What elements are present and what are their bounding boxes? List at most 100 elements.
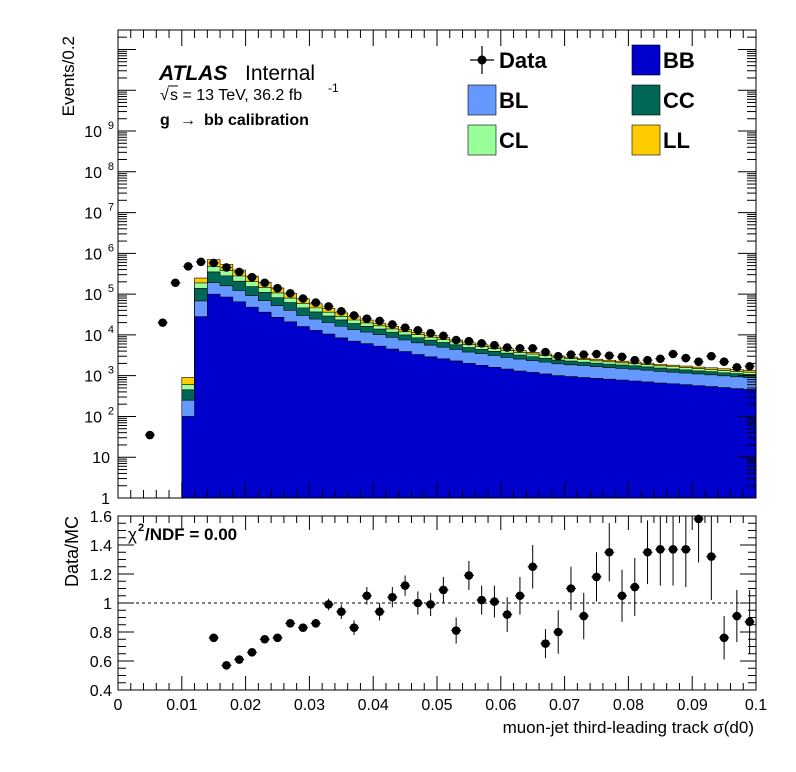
y-tick-label: 10 [84,369,102,386]
ratio-point [349,620,360,635]
ratio-point [425,592,436,617]
bottom-y-ticks [118,515,756,691]
legend-item-bb: BB [631,44,695,76]
ratio-point [693,514,704,563]
x-tick-label: 0.05 [421,697,452,714]
ratio-point [617,569,628,622]
data-point [451,335,462,345]
y-tick-label: 10 [84,328,102,345]
bottom-y-tick-labels: 0.4 0.6 0.8 1 1.2 1.4 1.6 [90,509,112,700]
ratio-point [719,616,730,660]
y-tick-label: 10 [92,450,110,467]
ratio-point [514,576,525,615]
ratio-point [310,618,321,628]
x-tick-label: 0.1 [745,697,767,714]
y-tick-exponent: 8 [108,161,114,173]
x-tick-label: 0.02 [230,697,261,714]
data-point [400,323,411,333]
ratio-point [578,592,589,640]
ratio-point [731,589,742,643]
bottom-x-tick-labels: 0 0.01 0.02 0.03 0.04 0.05 0.06 0.07 0.08 0.09 0.1 [114,697,768,714]
top-y-tick-labels: 1 10 10 2 10 3 10 4 10 5 10 6 10 7 10 8 10 9 [84,120,114,508]
legend-label: BL [499,88,528,113]
y-tick-label: 1 [101,491,110,508]
data-point [221,263,232,272]
atlas-label: ATLAS Internal [158,62,315,85]
data-point [234,267,245,277]
bottom-panel: 0.4 0.6 0.8 1 1.2 1.4 1.6 0 0.01 0.02 0.03 0.04 0.0… [62,509,767,737]
x-tick-label: 0.09 [677,697,708,714]
data-point [374,316,385,326]
data-point [349,311,360,320]
data-point [425,328,436,338]
data-point [272,283,283,293]
data-point [195,257,206,267]
ratio-point [451,617,462,644]
data-point [361,314,372,323]
y-tick-label: 0.4 [90,683,112,700]
data-point [693,357,704,367]
internal-text: Internal [245,62,315,85]
data-point [527,343,538,353]
ratio-point [629,558,640,617]
legend-swatch [631,44,661,76]
data-point [604,351,615,360]
data-point [731,363,742,372]
data-point [438,331,449,341]
legend-item-data: Data [470,46,547,74]
chi2-chi: χ [128,525,137,544]
top-y-axis-label: Events/0.2 [59,36,78,116]
legend-label: Data [499,48,547,73]
ratio-point [655,516,666,586]
legend-swatch [631,124,661,156]
y-tick-label: 10 [84,409,102,426]
data-points [144,257,755,440]
data-point [285,288,296,298]
x-tick-label: 0.03 [294,697,325,714]
data-point [259,278,270,288]
legend-marker [477,55,487,65]
channel-arrow: → [180,112,196,129]
y-tick-label: 10 [84,124,102,141]
chi2-rest: /NDF = 0.00 [145,525,237,544]
y-tick-exponent: 2 [108,405,114,417]
data-point [144,430,155,440]
y-tick-exponent: 9 [108,120,114,132]
stacked-histogram [181,259,757,499]
ratio-point [208,633,219,643]
ratio-point [272,633,283,643]
ratio-point [259,634,270,644]
ratio-point [336,604,347,619]
ratio-point [502,597,513,632]
channel-label: g → bb calibration [160,112,309,129]
bottom-y-axis-label: Data/MC [62,516,82,587]
x-tick-label: 0 [114,697,123,714]
channel-rest: bb calibration [204,112,309,129]
ratio-point [476,585,487,615]
data-point [565,350,576,359]
ratio-point [438,576,449,603]
data-point [310,298,321,307]
ratio-point [298,623,309,632]
ratio-point [374,603,385,621]
ratio-point [285,619,296,628]
chi2-sup: 2 [138,522,144,534]
ratio-point [744,589,755,654]
data-point [591,349,602,359]
ratio-point [604,523,615,582]
legend-swatch [467,124,497,156]
energy-exponent: -1 [328,81,339,95]
x-tick-label: 0.01 [166,697,197,714]
channel-g: g [160,112,170,129]
ratio-point [591,552,602,602]
ratio-point [668,516,679,586]
x-tick-label: 0.04 [358,697,389,714]
data-point [540,347,551,357]
bottom-x-ticks [117,516,757,690]
data-point [655,354,666,364]
data-point [157,318,168,327]
ratio-point [680,516,691,588]
legend-label: CL [499,128,528,153]
ratio-point [361,587,372,605]
